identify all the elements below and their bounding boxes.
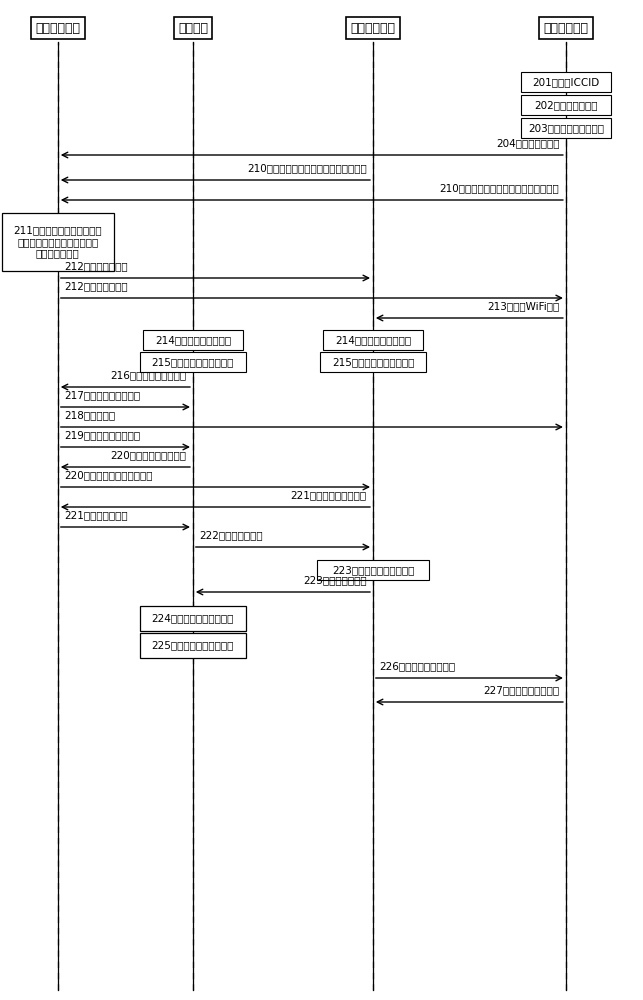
Text: 204，下载安全密钥: 204，下载安全密钥 xyxy=(496,138,559,148)
Text: 223，支付请求消息: 223，支付请求消息 xyxy=(303,575,367,585)
Text: 220，订单支付确认消息: 220，订单支付确认消息 xyxy=(111,450,186,460)
FancyBboxPatch shape xyxy=(320,352,426,372)
Text: 第一移动终端: 第一移动终端 xyxy=(350,21,395,34)
Text: 226，支付结果通知消息: 226，支付结果通知消息 xyxy=(379,661,455,671)
Text: 222，支付交互页面: 222，支付交互页面 xyxy=(199,530,263,540)
Text: 210，第一上报消息（时间和地理位置）: 210，第一上报消息（时间和地理位置） xyxy=(247,163,367,173)
Text: 212，第二建立指示: 212，第二建立指示 xyxy=(64,281,128,291)
Text: 215，用户选择付款方身份: 215，用户选择付款方身份 xyxy=(332,357,414,367)
FancyBboxPatch shape xyxy=(521,118,611,138)
FancyBboxPatch shape xyxy=(140,352,246,372)
Text: 201，读取ICCID: 201，读取ICCID xyxy=(532,77,599,87)
Text: 215，用户选择收款方身份: 215，用户选择收款方身份 xyxy=(152,357,234,367)
FancyBboxPatch shape xyxy=(140,633,246,658)
FancyBboxPatch shape xyxy=(2,213,114,271)
Text: 220，支付方式选择提示消息: 220，支付方式选择提示消息 xyxy=(64,470,153,480)
Text: 221，支付处理请求: 221，支付处理请求 xyxy=(64,510,128,520)
FancyBboxPatch shape xyxy=(521,72,611,92)
Text: 203，进行用户身份鉴权: 203，进行用户身份鉴权 xyxy=(528,123,604,133)
FancyBboxPatch shape xyxy=(521,95,611,115)
Text: 210，第二上报消息（时间和地理位置）: 210，第二上报消息（时间和地理位置） xyxy=(440,183,559,193)
Text: 221，确认支付方式消息: 221，确认支付方式消息 xyxy=(291,490,367,500)
FancyBboxPatch shape xyxy=(316,560,430,580)
Text: 213，建立WiFi连接: 213，建立WiFi连接 xyxy=(487,301,559,311)
Text: 业务管理平台: 业务管理平台 xyxy=(35,21,80,34)
Text: 第二移动终端: 第二移动终端 xyxy=(543,21,588,34)
FancyBboxPatch shape xyxy=(143,330,242,350)
Text: 219，订单支付提示信息: 219，订单支付提示信息 xyxy=(64,430,140,440)
Text: 216，支付订单生成请求: 216，支付订单生成请求 xyxy=(111,370,186,380)
FancyBboxPatch shape xyxy=(140,605,246,631)
Text: 支付平台: 支付平台 xyxy=(178,21,208,34)
Text: 227，支付结果响应消息: 227，支付结果响应消息 xyxy=(484,685,559,695)
Text: 223，接收支付信息并加密: 223，接收支付信息并加密 xyxy=(332,565,414,575)
Text: 212，第一建立指示: 212，第一建立指示 xyxy=(64,261,128,271)
Text: 224，解密，获得支付信息: 224，解密，获得支付信息 xyxy=(152,613,234,623)
Text: 214，提示用户选择身份: 214，提示用户选择身份 xyxy=(155,335,231,345)
Text: 211，比较时间和地理位置，
实现第一移动终端和第二移动
终端之间的配对: 211，比较时间和地理位置， 实现第一移动终端和第二移动 终端之间的配对 xyxy=(14,225,102,259)
Text: 217，支付订单生成响应: 217，支付订单生成响应 xyxy=(64,390,140,400)
Text: 225，对支付信息进行验证: 225，对支付信息进行验证 xyxy=(152,640,234,650)
Text: 218，订单信息: 218，订单信息 xyxy=(64,410,116,420)
Text: 214，提示用户选择身份: 214，提示用户选择身份 xyxy=(335,335,411,345)
Text: 202，获取手机号码: 202，获取手机号码 xyxy=(534,100,597,110)
FancyBboxPatch shape xyxy=(323,330,423,350)
